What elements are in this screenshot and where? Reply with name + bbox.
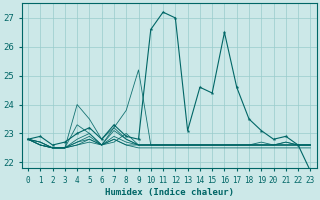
X-axis label: Humidex (Indice chaleur): Humidex (Indice chaleur): [105, 188, 234, 197]
